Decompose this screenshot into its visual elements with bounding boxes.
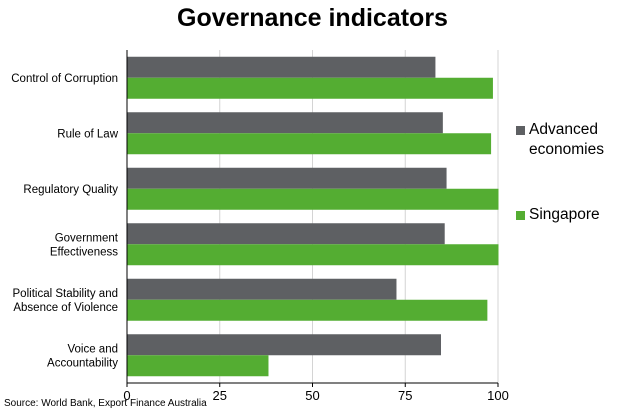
bar-advanced: [127, 112, 443, 134]
chart-title: Governance indicators: [177, 4, 448, 32]
category-label: Rule of Law: [57, 128, 118, 140]
bar-singapore: [127, 77, 493, 99]
bars: [127, 56, 499, 377]
bar-singapore: [127, 355, 269, 377]
bar-advanced: [127, 167, 447, 189]
category-label: Government Effectiveness: [50, 232, 119, 258]
bar-singapore: [127, 244, 499, 266]
bar-singapore: [127, 188, 499, 210]
category-label: Control of Corruption: [11, 73, 118, 85]
x-tick-label: 0: [123, 388, 130, 403]
category-label: Political Stability and Absence of Violen…: [13, 288, 118, 314]
x-tick-label: 75: [398, 388, 412, 403]
bar-singapore: [127, 133, 492, 155]
x-tick-label: 50: [305, 388, 319, 403]
bar-advanced: [127, 334, 441, 356]
legend-label-singapore: Singapore: [529, 206, 600, 223]
axes: [126, 50, 499, 387]
gridlines: [219, 50, 499, 383]
x-tick-label: 25: [213, 388, 227, 403]
legend-swatch-singapore: [516, 211, 525, 220]
bar-singapore: [127, 299, 488, 321]
legend-label-advanced: Advanced economies: [529, 121, 604, 158]
x-tick-label: 100: [487, 388, 509, 403]
bar-advanced: [127, 223, 445, 245]
labels: 0 25 50 75 100 Control of Corruption Rule of L…: [11, 73, 509, 403]
source-note: Source: World Bank, Export Finance Austr…: [4, 398, 207, 409]
bar-advanced: [127, 278, 397, 300]
category-label: Voice and Accountability: [47, 343, 118, 369]
legend-swatch-advanced: [516, 126, 525, 135]
bar-advanced: [127, 56, 436, 78]
category-label: Regulatory Quality: [23, 184, 118, 196]
